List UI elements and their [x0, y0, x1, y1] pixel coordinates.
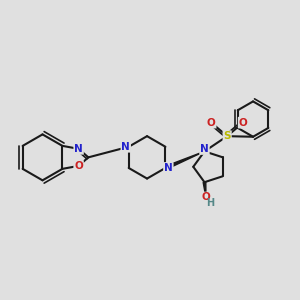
Text: N: N: [74, 144, 83, 154]
Text: S: S: [224, 131, 231, 141]
Polygon shape: [165, 152, 205, 169]
Text: N: N: [164, 163, 173, 173]
Text: O: O: [74, 161, 83, 171]
Text: O: O: [202, 193, 210, 202]
Text: N: N: [122, 142, 130, 152]
Polygon shape: [203, 182, 206, 197]
Text: N: N: [200, 144, 209, 154]
Text: H: H: [207, 198, 215, 208]
Text: O: O: [239, 118, 248, 128]
Text: O: O: [207, 118, 216, 128]
